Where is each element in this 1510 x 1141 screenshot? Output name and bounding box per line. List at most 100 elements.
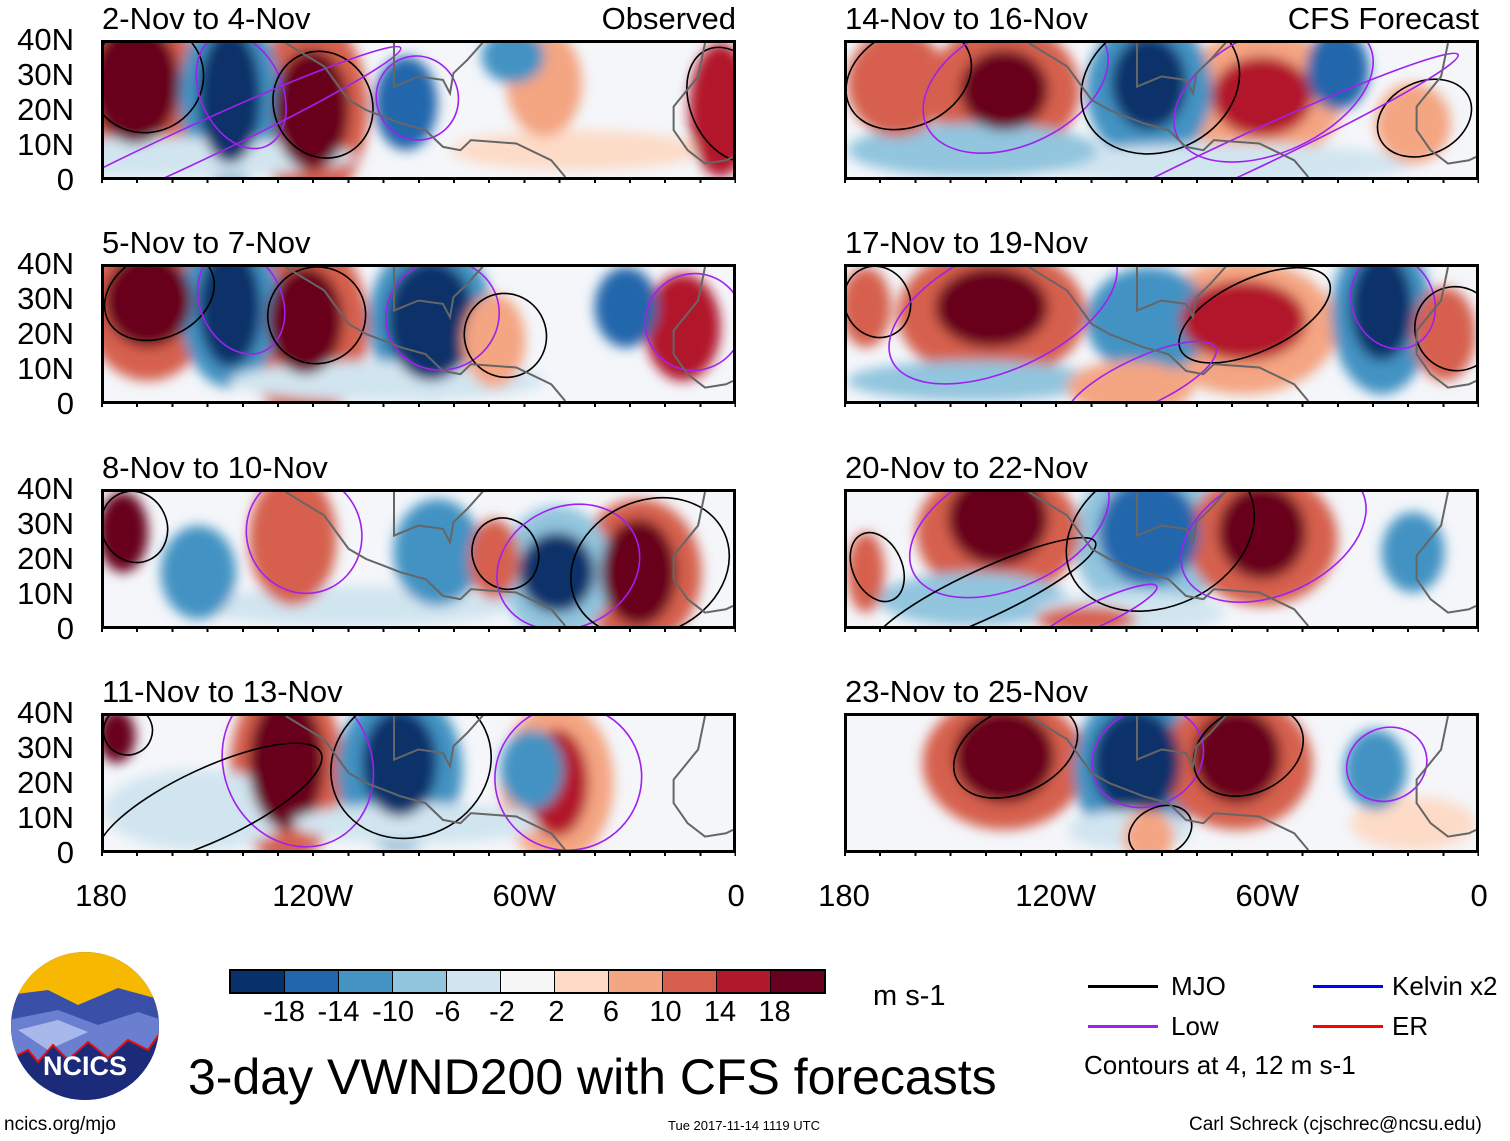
map-panel (101, 40, 736, 180)
wind-anomaly-blob (1192, 716, 1281, 804)
lat-label: 20N (17, 316, 74, 351)
wind-anomaly-blob (847, 123, 1099, 177)
wind-anomaly-blob (1098, 492, 1200, 586)
lon-label: 0 (1470, 878, 1488, 913)
lat-label: 10N (17, 127, 74, 162)
coastline (1415, 267, 1476, 389)
contour-line (195, 43, 287, 150)
map-panel (844, 40, 1479, 180)
contour-line (104, 267, 216, 342)
coastline (1028, 492, 1310, 626)
contour-line (847, 267, 912, 339)
coastline (1028, 267, 1310, 401)
colorbar-swatch (393, 971, 447, 992)
colorbar-label: 14 (703, 996, 737, 1028)
wind-anomaly-blob (1067, 360, 1193, 401)
contour-line (494, 716, 643, 850)
colorbar-swatch (285, 971, 339, 992)
coastline (393, 492, 484, 546)
wind-anomaly-blob (104, 492, 149, 573)
lat-label: 20N (17, 765, 74, 800)
colorbar-label: -6 (434, 996, 461, 1028)
contour-line (1180, 492, 1367, 603)
legend-line-mjo (1088, 985, 1158, 988)
panel-title: 5-Nov to 7-Nov (102, 225, 311, 260)
lon-ticks (101, 177, 736, 183)
colorbar-label: 10 (649, 996, 682, 1028)
colorbar-swatch (231, 971, 285, 992)
lon-label: 120W (272, 878, 354, 913)
contour-line (849, 531, 906, 603)
wind-anomaly-blob (104, 716, 136, 763)
wind-anomaly-blob (1306, 43, 1370, 110)
coastline (1028, 43, 1310, 177)
contour-line (330, 716, 493, 840)
colorbar-swatch (771, 971, 824, 992)
colorbar (229, 969, 826, 994)
wind-anomaly-blob (104, 769, 293, 850)
wind-anomaly-blob (267, 267, 344, 375)
footer-credit: Carl Schreck (cjschrec@ncsu.edu) (1189, 1114, 1482, 1135)
wind-anomaly-blob (1180, 280, 1307, 361)
coastline (285, 492, 567, 626)
lat-label: 40N (17, 471, 74, 506)
coastline (393, 267, 484, 321)
wind-anomaly-blob (374, 56, 438, 151)
wind-anomaly-blob (1211, 56, 1313, 137)
contour-line (847, 43, 973, 131)
contour-line (1192, 716, 1305, 797)
wind-anomaly-blob (1350, 796, 1476, 850)
contour-line (686, 46, 733, 163)
contour-line (1414, 285, 1476, 372)
map-panel (844, 489, 1479, 629)
coastline (1415, 716, 1476, 838)
coastline (1415, 492, 1476, 614)
wind-anomaly-blob (248, 492, 337, 606)
footer-timestamp: Tue 2017-11-14 1119 UTC (668, 1118, 820, 1133)
contour-line (952, 716, 1079, 799)
legend-label-mjo: MJO (1171, 971, 1226, 1001)
wind-anomaly-blob (1111, 43, 1187, 131)
contour-line (908, 492, 1110, 599)
lat-label: 20N (17, 541, 74, 576)
coastline (1136, 267, 1227, 321)
lat-label: 40N (17, 695, 74, 730)
colorbar-label: 2 (548, 996, 565, 1028)
contour-line (888, 267, 1118, 385)
contour-line (644, 272, 733, 372)
panel-title: 14-Nov to 16-Nov (845, 1, 1088, 36)
wind-anomaly-blob (847, 267, 892, 348)
contour-line (1065, 492, 1256, 612)
lat-label: 0 (56, 835, 74, 870)
colorbar-label: -18 (263, 996, 305, 1028)
legend-label-kelvin: Kelvin x2 (1392, 971, 1498, 1001)
contour-line (104, 43, 205, 134)
wind-anomaly-blob (449, 130, 702, 171)
legend-line-er (1313, 1025, 1383, 1028)
colorbar-label: -10 (372, 996, 414, 1028)
logo-text: NCICS (43, 1051, 127, 1081)
contour-line (104, 742, 323, 850)
colorbar-swatch (663, 971, 717, 992)
colorbar-swatch (555, 971, 609, 992)
lon-ticks (101, 850, 736, 856)
lat-label: 10N (17, 800, 74, 835)
lat-label: 0 (56, 386, 74, 421)
contour-line (496, 503, 641, 626)
coastline (1136, 492, 1227, 546)
coastline (672, 267, 733, 389)
contour-note: Contours at 4, 12 m s-1 (1084, 1050, 1356, 1080)
colorbar-label: -14 (317, 996, 360, 1028)
contour-line (1376, 78, 1473, 158)
contour-line (1128, 804, 1193, 850)
contour-line (471, 517, 540, 591)
wind-anomaly-blob (1343, 729, 1407, 810)
map-panel (101, 264, 736, 404)
coastline (285, 43, 567, 177)
wind-anomaly-blob (594, 267, 658, 348)
footer-link[interactable]: ncics.org/mjo (4, 1114, 116, 1135)
lat-label: 30N (17, 730, 74, 765)
legend-label-low: Low (1171, 1011, 1219, 1041)
coastline (285, 716, 567, 850)
coastline (1028, 716, 1310, 850)
